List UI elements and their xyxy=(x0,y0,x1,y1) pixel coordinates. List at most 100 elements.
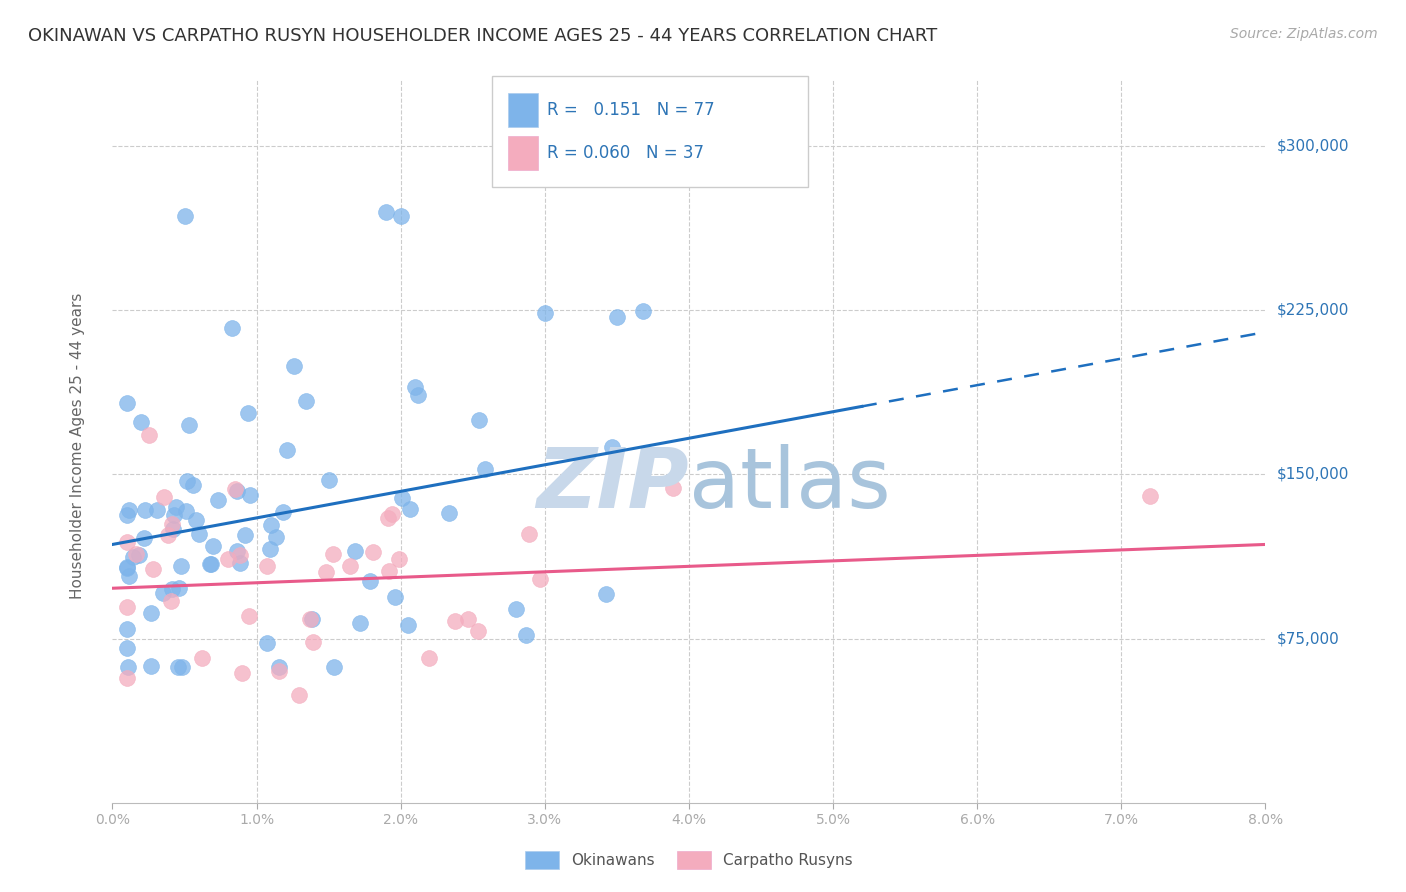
Point xyxy=(156,528,179,542)
Point xyxy=(129,416,152,430)
Text: $150,000: $150,000 xyxy=(1277,467,1350,482)
Point xyxy=(267,660,290,674)
Point xyxy=(174,504,197,518)
Point xyxy=(138,428,160,442)
Point xyxy=(505,602,527,616)
Point xyxy=(238,608,260,623)
Point xyxy=(160,516,183,531)
Point xyxy=(207,492,229,507)
Point xyxy=(200,558,222,572)
Point xyxy=(115,559,138,574)
Point xyxy=(115,599,138,614)
Point xyxy=(122,549,145,564)
Point xyxy=(139,658,162,673)
Point xyxy=(359,574,381,588)
Point xyxy=(515,628,537,642)
Text: ZIP: ZIP xyxy=(536,444,689,525)
Point xyxy=(1139,489,1161,503)
Point xyxy=(361,545,384,559)
Point xyxy=(115,535,138,549)
Point xyxy=(221,320,243,334)
Point xyxy=(167,581,190,595)
Point xyxy=(404,380,426,394)
Point xyxy=(163,508,186,523)
Point xyxy=(631,304,654,318)
Point xyxy=(225,544,247,558)
Point xyxy=(467,624,489,639)
Point xyxy=(529,572,551,586)
Point xyxy=(181,478,204,492)
Point xyxy=(145,503,167,517)
Text: OKINAWAN VS CARPATHO RUSYN HOUSEHOLDER INCOME AGES 25 - 44 YEARS CORRELATION CHA: OKINAWAN VS CARPATHO RUSYN HOUSEHOLDER I… xyxy=(28,27,938,45)
Point xyxy=(118,569,141,583)
Point xyxy=(115,641,138,656)
Point xyxy=(115,508,138,522)
Point xyxy=(226,483,249,498)
Point xyxy=(378,564,401,578)
Point xyxy=(169,559,191,574)
Text: $75,000: $75,000 xyxy=(1277,632,1340,646)
Point xyxy=(233,528,256,542)
Point xyxy=(117,660,139,674)
Point xyxy=(115,396,138,410)
Point xyxy=(160,594,183,608)
Point xyxy=(391,491,413,505)
Point xyxy=(322,660,344,674)
Point xyxy=(118,502,141,516)
Point xyxy=(187,526,209,541)
Point xyxy=(533,306,555,320)
Point xyxy=(344,544,367,558)
Text: Householder Income Ages 25 - 44 years: Householder Income Ages 25 - 44 years xyxy=(70,293,84,599)
Point xyxy=(176,474,198,488)
Text: $225,000: $225,000 xyxy=(1277,302,1350,318)
Point xyxy=(388,552,411,566)
Point xyxy=(186,513,208,527)
Point xyxy=(377,511,399,525)
Point xyxy=(375,204,398,219)
Point xyxy=(229,556,252,570)
Point xyxy=(115,623,138,637)
Point xyxy=(190,650,212,665)
Point xyxy=(600,441,623,455)
Point xyxy=(115,671,138,685)
Point xyxy=(217,552,239,566)
Point xyxy=(662,481,685,495)
Text: Source: ZipAtlas.com: Source: ZipAtlas.com xyxy=(1230,27,1378,41)
Point xyxy=(302,635,325,649)
Point xyxy=(202,540,225,554)
Point xyxy=(444,614,467,628)
Point xyxy=(468,413,491,427)
Point xyxy=(198,557,221,571)
Point xyxy=(288,689,311,703)
Point xyxy=(606,310,628,324)
Point xyxy=(239,488,262,502)
Point xyxy=(295,394,318,409)
Point xyxy=(256,635,278,649)
Point xyxy=(418,650,440,665)
Point xyxy=(260,517,283,532)
Point xyxy=(170,660,193,674)
Point xyxy=(315,566,337,580)
Point xyxy=(517,526,540,541)
Point xyxy=(301,612,323,626)
Point xyxy=(276,442,298,457)
Point xyxy=(236,406,259,420)
Text: atlas: atlas xyxy=(689,444,890,525)
Point xyxy=(457,612,479,626)
Point xyxy=(406,388,429,402)
Point xyxy=(167,660,190,674)
Point xyxy=(318,474,340,488)
Point xyxy=(224,483,246,497)
Point xyxy=(384,590,406,604)
Point xyxy=(132,531,155,545)
Text: R = 0.060   N = 37: R = 0.060 N = 37 xyxy=(547,145,704,162)
Point xyxy=(595,587,617,601)
Point xyxy=(339,558,361,573)
Legend: Okinawans, Carpatho Rusyns: Okinawans, Carpatho Rusyns xyxy=(519,845,859,875)
Point xyxy=(162,522,184,536)
Point xyxy=(165,500,187,514)
Point xyxy=(134,503,156,517)
Point xyxy=(267,664,290,678)
Point xyxy=(399,502,422,516)
Point xyxy=(228,549,250,563)
